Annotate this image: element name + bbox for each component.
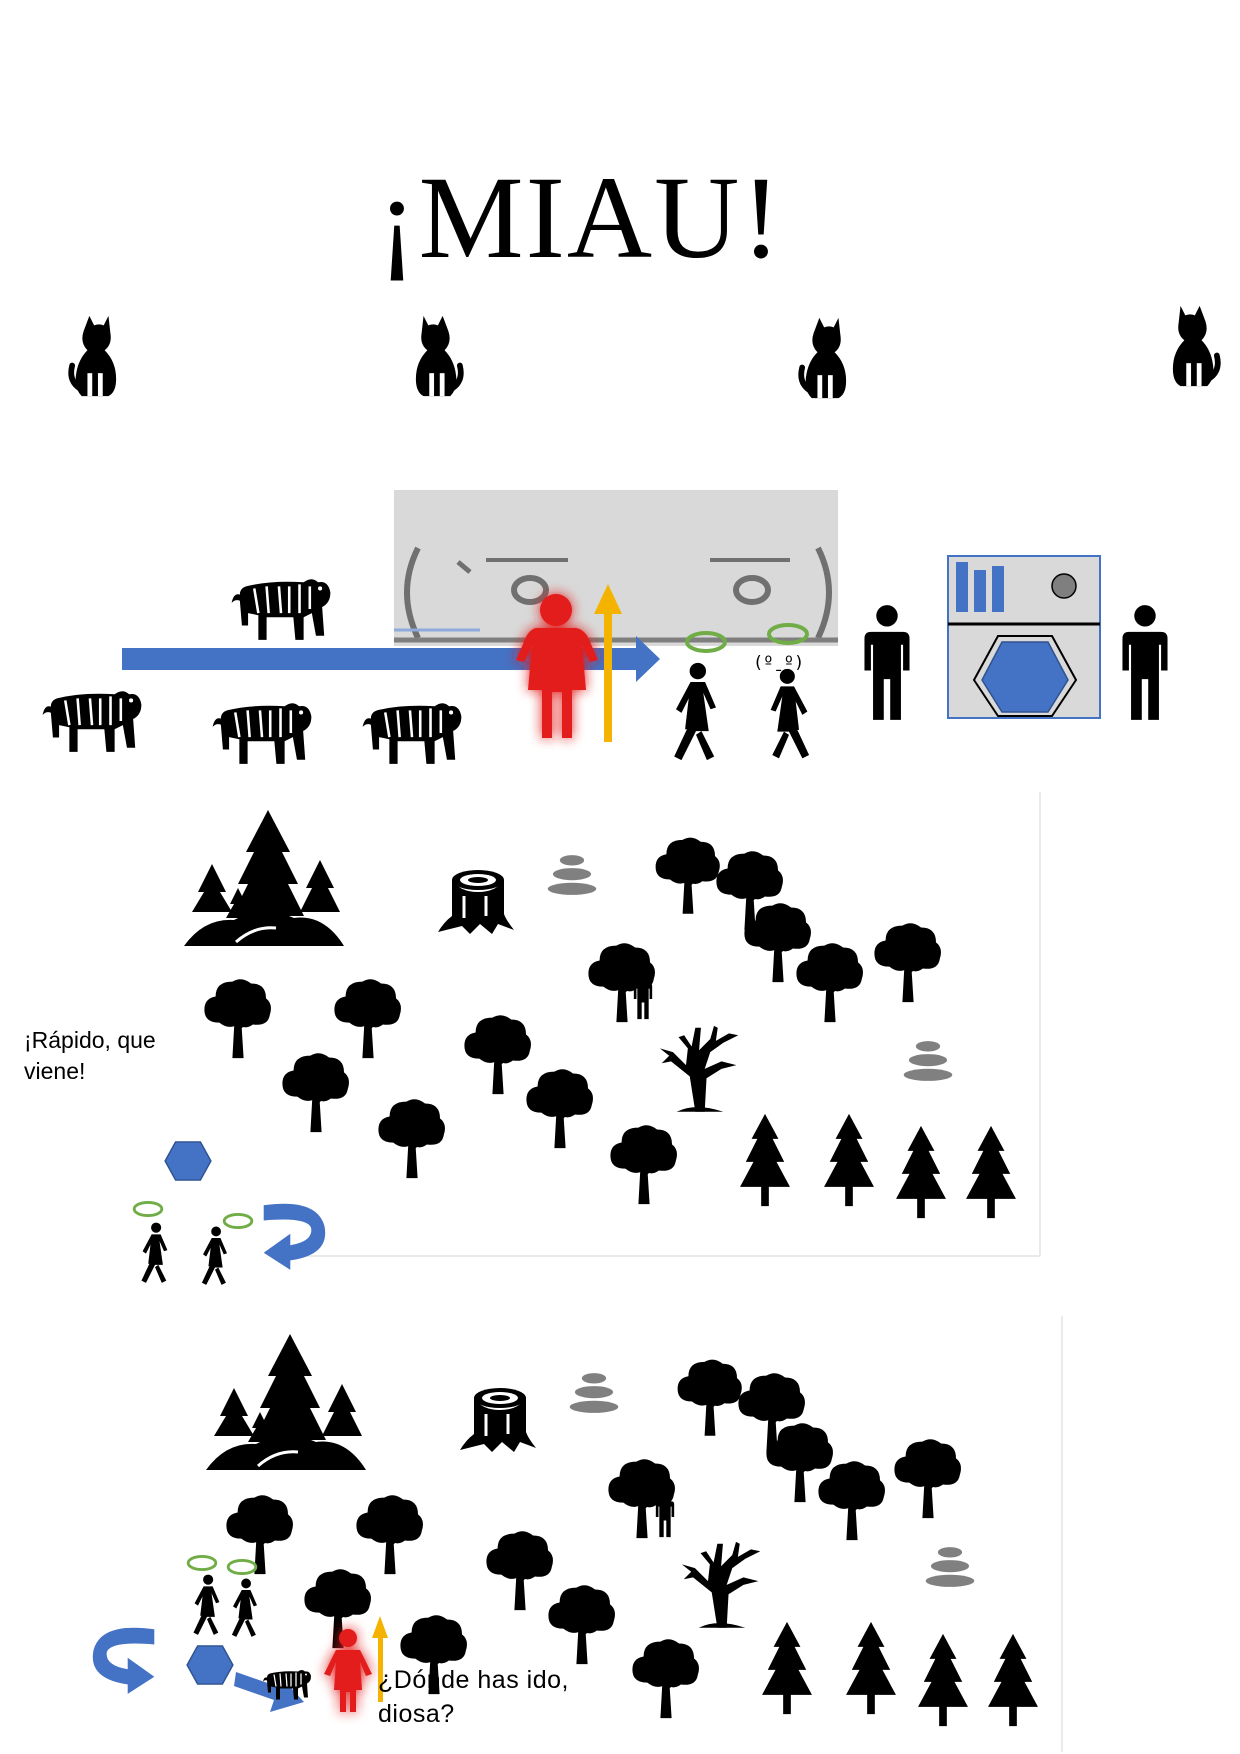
hexagon-icon — [186, 1645, 234, 1685]
pine-tree-icon — [896, 1125, 946, 1219]
yellow-arrow-icon — [372, 1616, 388, 1702]
walking-person-icon — [674, 662, 716, 761]
tree-stump-icon — [458, 1386, 538, 1454]
forest-group-icon — [206, 1332, 366, 1472]
goddess-figure-icon — [516, 594, 598, 738]
tree-icon — [526, 1069, 593, 1149]
curved-arrow-icon — [92, 1627, 155, 1694]
pine-tree-icon — [762, 1621, 812, 1715]
dead-tree-icon — [659, 1025, 739, 1112]
stacked-stones-icon — [925, 1547, 975, 1587]
walking-person-icon — [193, 1574, 220, 1635]
halo-icon — [132, 1200, 164, 1218]
screen-panel — [394, 490, 838, 646]
goddess-figure-icon — [324, 1629, 372, 1712]
curved-arrow-icon — [263, 1203, 326, 1270]
tree-icon — [464, 1015, 531, 1095]
yellow-arrow-icon — [594, 584, 622, 742]
tree-icon — [894, 1439, 961, 1519]
walking-person-icon — [201, 1226, 227, 1285]
halo-icon — [226, 1558, 258, 1576]
walking-person-icon — [141, 1222, 168, 1283]
tree-icon — [204, 979, 271, 1059]
blue-arrow-icon — [122, 636, 660, 682]
tree-icon — [655, 837, 720, 914]
tree-icon — [304, 1569, 371, 1649]
dead-tree-icon — [681, 1541, 761, 1628]
walking-person-icon — [231, 1578, 257, 1637]
caption-where-goddess: ¿Dónde has ido, diosa? — [378, 1666, 569, 1728]
tree-icon — [356, 1495, 423, 1575]
tree-icon — [334, 979, 401, 1059]
pine-tree-icon — [740, 1113, 790, 1207]
stacked-stones-icon — [547, 855, 597, 895]
tiger-icon — [41, 689, 143, 754]
walking-person-icon — [770, 668, 810, 759]
stacked-stones-icon — [903, 1041, 953, 1081]
tree-icon — [282, 1053, 349, 1133]
pine-tree-icon — [918, 1633, 968, 1727]
pine-tree-icon — [846, 1621, 896, 1715]
halo-icon — [186, 1554, 218, 1572]
halo-icon — [222, 1212, 254, 1230]
tree-icon — [486, 1531, 553, 1611]
tree-stump-icon — [436, 868, 516, 936]
person-icon — [864, 605, 910, 720]
stacked-stones-icon — [569, 1373, 619, 1413]
tree-icon — [610, 1125, 677, 1205]
cat-icon — [71, 316, 116, 396]
tree-icon — [378, 1099, 445, 1179]
pine-tree-icon — [824, 1113, 874, 1207]
tiger-icon — [230, 577, 332, 642]
cat-icon — [416, 316, 461, 396]
tree-icon — [796, 943, 863, 1023]
tree-icon — [677, 1359, 742, 1436]
tree-icon — [548, 1585, 615, 1665]
tiger-icon — [211, 701, 313, 766]
pine-tree-icon — [988, 1633, 1038, 1727]
cat-icon — [801, 318, 846, 398]
forest-group-icon — [184, 808, 344, 948]
tiger-icon — [361, 701, 463, 766]
page-title: ¡MIAU! — [377, 152, 783, 283]
cat-icon — [1173, 306, 1218, 386]
pine-tree-icon — [966, 1125, 1016, 1219]
tree-icon — [818, 1461, 885, 1541]
tree-icon — [632, 1639, 699, 1719]
emoticon-text: (ºˍº) — [753, 653, 805, 673]
screen-face-emoticon — [394, 546, 838, 643]
tree-icon — [874, 923, 941, 1003]
portal-machine-icon — [947, 555, 1101, 719]
person-icon — [1122, 605, 1168, 720]
caption-hurry: ¡Rápido, que viene! — [24, 1027, 156, 1085]
hexagon-icon — [164, 1141, 212, 1181]
